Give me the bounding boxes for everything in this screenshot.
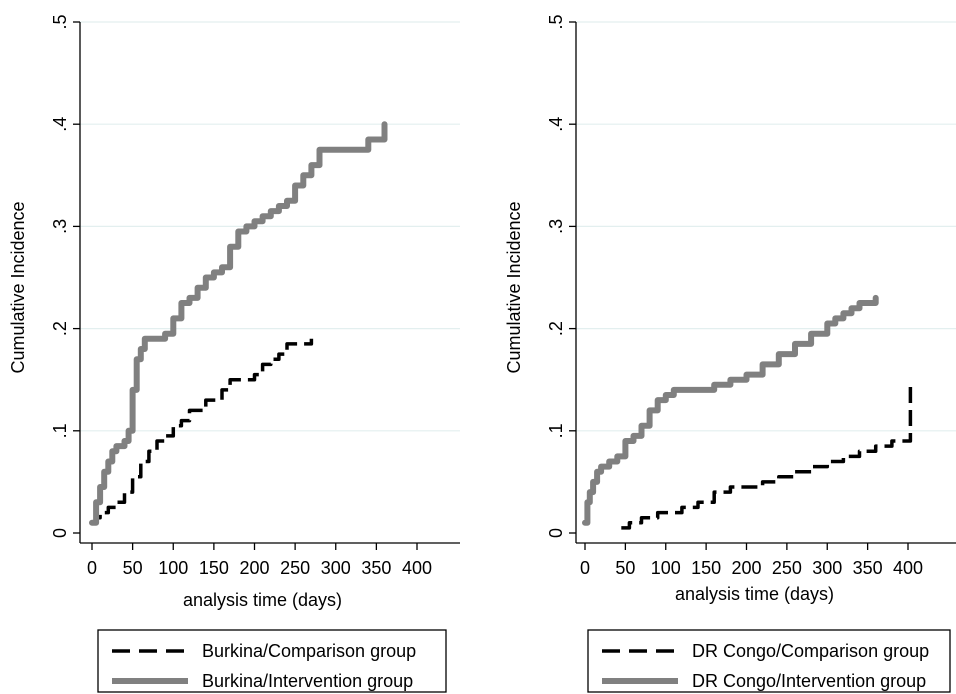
x-tick-label: 50 — [615, 558, 635, 578]
x-tick-label: 350 — [853, 558, 883, 578]
series-line-1 — [621, 384, 913, 530]
legend-label-1: DR Congo/Comparison group — [692, 641, 929, 661]
series-line-2 — [89, 121, 388, 526]
x-tick-label: 400 — [893, 558, 923, 578]
y-tick-label: .1 — [546, 423, 566, 438]
y-tick-label: .5 — [546, 14, 566, 29]
x-tick-label: 100 — [158, 558, 188, 578]
x-tick-label: 150 — [199, 558, 229, 578]
y-tick-label: .4 — [546, 117, 566, 132]
x-tick-label: 300 — [321, 558, 351, 578]
x-tick-label: 200 — [731, 558, 761, 578]
y-tick-label: .1 — [50, 423, 70, 438]
y-tick-label: .3 — [50, 219, 70, 234]
x-tick-label: 100 — [651, 558, 681, 578]
x-tick-label: 150 — [691, 558, 721, 578]
legend-label-2: DR Congo/Intervention group — [692, 671, 926, 691]
x-tick-label: 400 — [402, 558, 432, 578]
series-line-2 — [582, 294, 879, 526]
y-tick-label: .3 — [546, 219, 566, 234]
chart-panel-right: 0 .1 .2 .3 .4 .5 0 50 100 150 200 250 300 350 400 Cumul… — [504, 14, 956, 693]
y-tick-label: 0 — [546, 528, 566, 538]
y-axis-title: Cumulative Incidence — [504, 201, 524, 373]
x-axis-title: analysis time (days) — [183, 590, 342, 610]
x-axis-title: analysis time (days) — [675, 584, 834, 604]
x-tick-label: 350 — [361, 558, 391, 578]
x-tick-label: 200 — [239, 558, 269, 578]
y-tick-label: .2 — [50, 321, 70, 336]
y-tick-label: .4 — [50, 117, 70, 132]
legend-label-1: Burkina/Comparison group — [202, 641, 416, 661]
x-tick-label: 250 — [772, 558, 802, 578]
series-line-1 — [92, 338, 314, 525]
x-tick-label: 300 — [812, 558, 842, 578]
y-tick-label: .2 — [546, 321, 566, 336]
y-axis-title: Cumulative Incidence — [8, 201, 28, 373]
x-tick-label: 250 — [280, 558, 310, 578]
y-tick-label: .5 — [50, 14, 70, 29]
legend-label-2: Burkina/Intervention group — [202, 671, 413, 691]
chart-panel-left: 0 .1 .2 .3 .4 .5 0 50 100 150 200 250 300 350 400 Cumul… — [8, 14, 460, 693]
x-tick-label: 0 — [87, 558, 97, 578]
x-tick-label: 50 — [123, 558, 143, 578]
y-tick-label: 0 — [50, 528, 70, 538]
x-tick-label: 0 — [580, 558, 590, 578]
